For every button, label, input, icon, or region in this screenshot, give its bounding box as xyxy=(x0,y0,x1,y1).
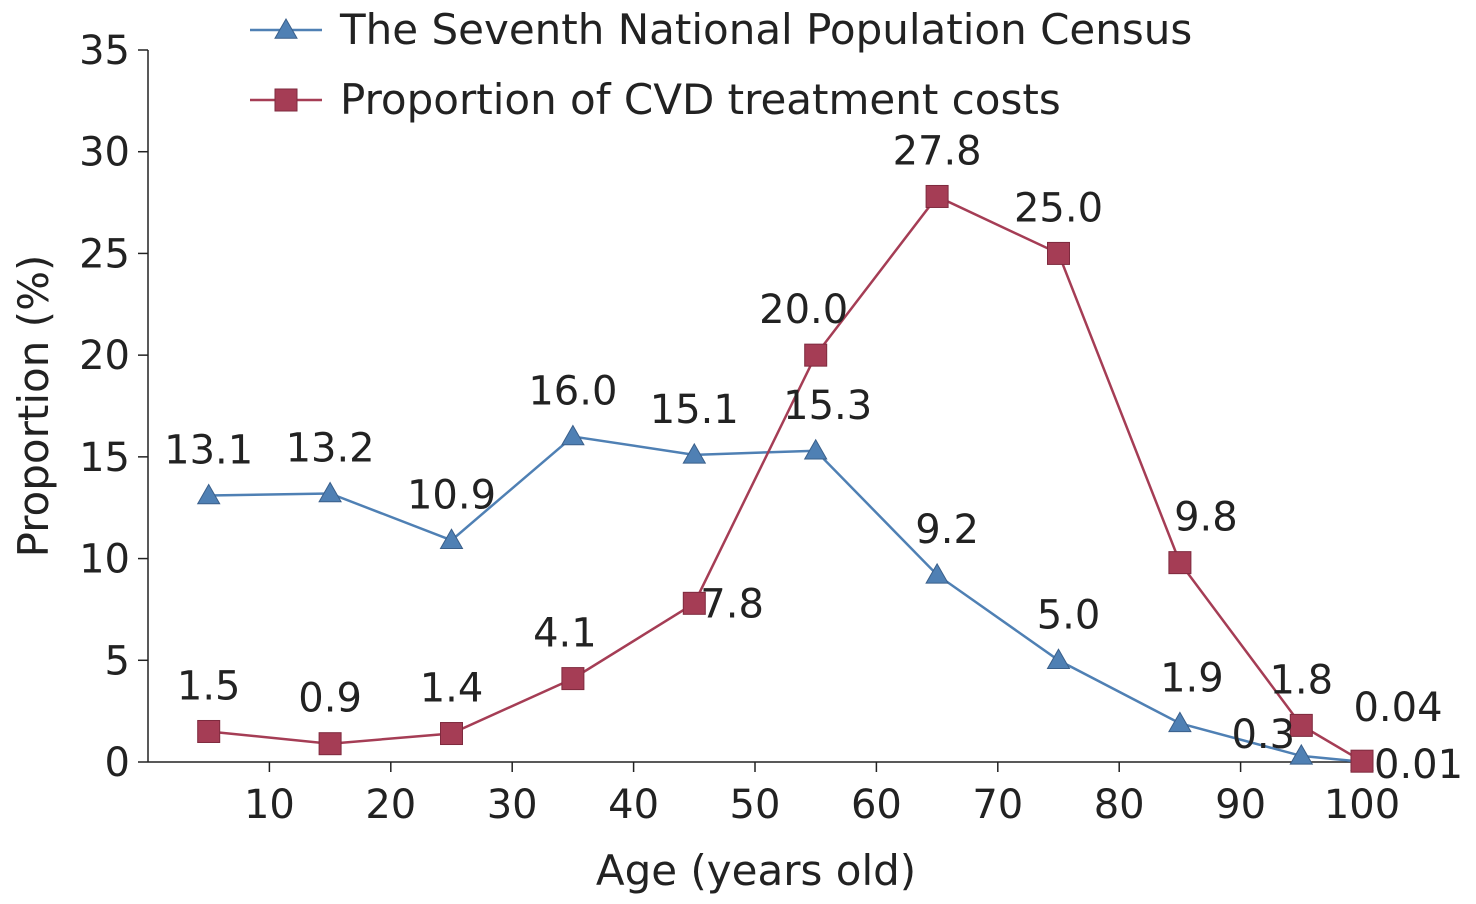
data-label: 25.0 xyxy=(1014,185,1103,231)
x-tick-label: 100 xyxy=(1324,782,1400,828)
y-tick-label: 25 xyxy=(79,231,130,277)
data-label: 7.8 xyxy=(700,581,764,627)
data-label: 20.0 xyxy=(759,287,848,333)
data-label: 10.9 xyxy=(407,472,496,518)
y-tick-label: 15 xyxy=(79,435,130,481)
square-point xyxy=(682,591,706,615)
legend-label: The Seventh National Population Census xyxy=(339,5,1192,54)
data-label: 0.3 xyxy=(1231,712,1295,758)
y-tick-label: 5 xyxy=(105,638,130,684)
series-line-1 xyxy=(208,435,1363,764)
triangle-point xyxy=(1168,711,1192,733)
data-label: 16.0 xyxy=(528,369,617,415)
x-tick-label: 90 xyxy=(1215,782,1266,828)
x-tick-label: 50 xyxy=(730,782,781,828)
triangle-point xyxy=(682,442,707,464)
triangle-point xyxy=(925,562,949,584)
triangle-point xyxy=(439,528,464,550)
square-point xyxy=(440,722,463,746)
data-label: 1.4 xyxy=(420,666,484,712)
legend: The Seventh National Population Census Pr… xyxy=(250,5,1192,124)
x-tick-label: 70 xyxy=(972,782,1023,828)
data-label: 1.9 xyxy=(1160,655,1224,701)
triangle-point xyxy=(196,483,221,505)
triangle-point xyxy=(1046,648,1071,670)
data-label: 4.1 xyxy=(533,611,597,657)
triangle-point xyxy=(1289,743,1314,765)
data-label: 0.9 xyxy=(298,676,362,722)
ticks: 0 5 10 15 20 25 30 35 10 20 30 40 50 60 70 80 90 100 xyxy=(79,28,1400,828)
y-tick-label: 35 xyxy=(79,28,130,74)
data-label: 13.2 xyxy=(286,425,375,471)
x-tick-label: 10 xyxy=(244,782,295,828)
square-point xyxy=(925,184,949,208)
y-tick-label: 10 xyxy=(79,537,130,583)
y-axis-title: Proportion (%) xyxy=(9,255,58,558)
triangle-point xyxy=(803,438,828,460)
data-label: 15.1 xyxy=(650,387,739,433)
y-tick-label: 0 xyxy=(105,740,130,786)
square-point xyxy=(561,667,585,691)
legend-label: Proportion of CVD treatment costs xyxy=(340,75,1061,124)
data-label: 13.1 xyxy=(164,428,253,474)
data-label: 15.3 xyxy=(783,383,872,429)
data-label: 5.0 xyxy=(1037,592,1101,638)
x-tick-label: 60 xyxy=(851,782,902,828)
square-point xyxy=(1047,241,1070,265)
square-point xyxy=(318,732,342,756)
square-point xyxy=(1168,551,1192,575)
data-label: 1.8 xyxy=(1269,657,1333,703)
data-label: 0.01 xyxy=(1374,742,1463,788)
x-tick-label: 30 xyxy=(487,782,538,828)
x-axis-title: Age (years old) xyxy=(596,846,916,895)
data-label: 27.8 xyxy=(893,128,982,174)
data-label: 9.8 xyxy=(1174,495,1238,541)
x-tick-label: 20 xyxy=(365,782,416,828)
series-markers xyxy=(196,184,1374,773)
data-label: 1.5 xyxy=(177,663,241,709)
square-point xyxy=(197,719,221,743)
triangle-point xyxy=(561,424,585,446)
legend-square-marker xyxy=(274,88,298,112)
square-point xyxy=(1350,749,1374,773)
y-tick-label: 20 xyxy=(79,333,130,379)
square-point xyxy=(1289,713,1313,737)
data-labels: 13.1 13.2 10.9 16.0 15.1 15.3 9.2 5.0 1.90.3 0.01… xyxy=(164,128,1463,787)
y-tick-label: 30 xyxy=(79,130,130,176)
triangle-point xyxy=(318,481,342,503)
x-tick-label: 80 xyxy=(1094,782,1145,828)
square-point xyxy=(804,343,828,367)
data-label: 9.2 xyxy=(915,507,979,553)
legend-triangle-marker xyxy=(274,17,298,39)
data-label: 0.04 xyxy=(1353,685,1442,731)
x-tick-label: 40 xyxy=(608,782,659,828)
